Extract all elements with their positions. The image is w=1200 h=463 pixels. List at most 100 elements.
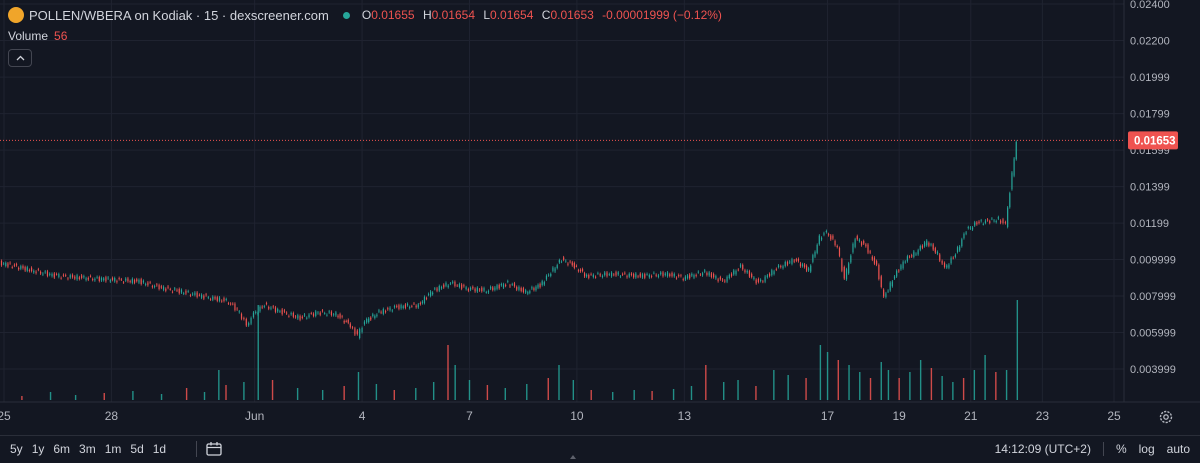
candle-body [183,293,184,294]
candle-body [909,257,910,258]
candle-body [313,314,314,316]
candle-body [445,283,446,286]
volume-legend[interactable]: Volume 56 [8,29,67,43]
token-logo-icon [8,7,24,23]
candle-body [987,220,988,221]
candle-body [1000,221,1001,223]
range-5d-button[interactable]: 5d [130,442,143,456]
settings-gear-icon[interactable] [1158,409,1174,425]
candle-body [282,309,283,314]
volume-bar [881,362,882,400]
candle-body [546,276,547,280]
candle-body [326,315,327,316]
candle-body [991,219,992,220]
candle-body [54,273,55,277]
candle-body [618,272,619,274]
chart-area[interactable]: 0.024000.022000.019990.017990.015990.013… [0,0,1200,435]
candle-body [22,266,23,268]
candle-body [913,251,914,257]
candle-body [656,275,657,276]
range-6m-button[interactable]: 6m [53,442,70,456]
candle-body [852,244,853,252]
range-1m-button[interactable]: 1m [105,442,122,456]
timezone-clock[interactable]: 14:12:09 (UTC+2) [995,442,1091,456]
toolbar-divider [196,441,197,457]
candle-body [518,287,519,290]
volume-bar [612,392,613,400]
candle-body [409,307,410,308]
candle-body [516,287,517,290]
candle-body [593,275,594,277]
log-scale-toggle[interactable]: log [1139,442,1155,456]
candle-body [539,284,540,287]
candle-body [479,290,480,291]
candle-body [317,313,318,314]
candle-body [950,258,951,264]
candle-body [907,256,908,261]
volume-bar [573,380,574,400]
candle-body [762,281,763,282]
candle-body [584,273,585,276]
candle-body [31,268,32,271]
candle-body [850,256,851,263]
candle-body [25,267,26,270]
candle-body [416,306,417,308]
candle-body [322,310,323,311]
calendar-goto-date-icon[interactable] [206,441,222,456]
candle-body [38,269,39,270]
volume-bar [526,384,527,400]
candle-body [61,278,62,279]
candle-body [163,287,164,290]
candle-body [27,267,28,271]
chart-header: POLLEN/WBERA on Kodiak · 15 · dexscreene… [8,6,727,24]
candle-body [782,266,783,268]
candle-body [223,298,224,301]
candle-body [246,319,247,325]
candle-body [876,261,877,265]
candle-body [488,291,489,293]
candle-body [376,315,377,316]
candle-body [114,278,115,281]
auto-scale-toggle[interactable]: auto [1167,442,1190,456]
candle-body [432,293,433,295]
candle-body [680,275,681,276]
volume-bar [1006,370,1007,400]
candle-body [514,283,515,286]
candle-body [315,311,316,316]
candle-body [778,265,779,267]
candle-body [492,287,493,290]
percent-scale-toggle[interactable]: % [1116,442,1127,456]
candle-body [635,274,636,278]
range-5y-button[interactable]: 5y [10,442,23,456]
range-3m-button[interactable]: 3m [79,442,96,456]
panel-resize-handle[interactable] [570,455,576,459]
candle-body [483,288,484,291]
candle-body [918,250,919,254]
candle-body [711,273,712,277]
candle-body [284,310,285,311]
candle-body [232,304,233,305]
candle-body [580,270,581,272]
candle-body [590,274,591,275]
candle-body [463,285,464,286]
candle-body [944,263,945,267]
candle-body [787,262,788,265]
candle-body [152,286,153,287]
candle-body [881,276,882,287]
range-1d-button[interactable]: 1d [153,442,166,456]
volume-bar [651,391,652,400]
candle-body [713,274,714,277]
candle-body [329,311,330,312]
candle-body [58,274,59,277]
candle-body [981,220,982,221]
current-price-label: 0.01653 [1134,135,1176,147]
candle-body [403,306,404,308]
candle-body [501,284,502,285]
range-1y-button[interactable]: 1y [32,442,45,456]
candle-body [364,322,365,325]
candle-body [179,289,180,293]
candle-body [570,261,571,262]
candle-body [578,270,579,271]
collapse-legend-button[interactable] [8,49,32,67]
candle-body [903,262,904,268]
